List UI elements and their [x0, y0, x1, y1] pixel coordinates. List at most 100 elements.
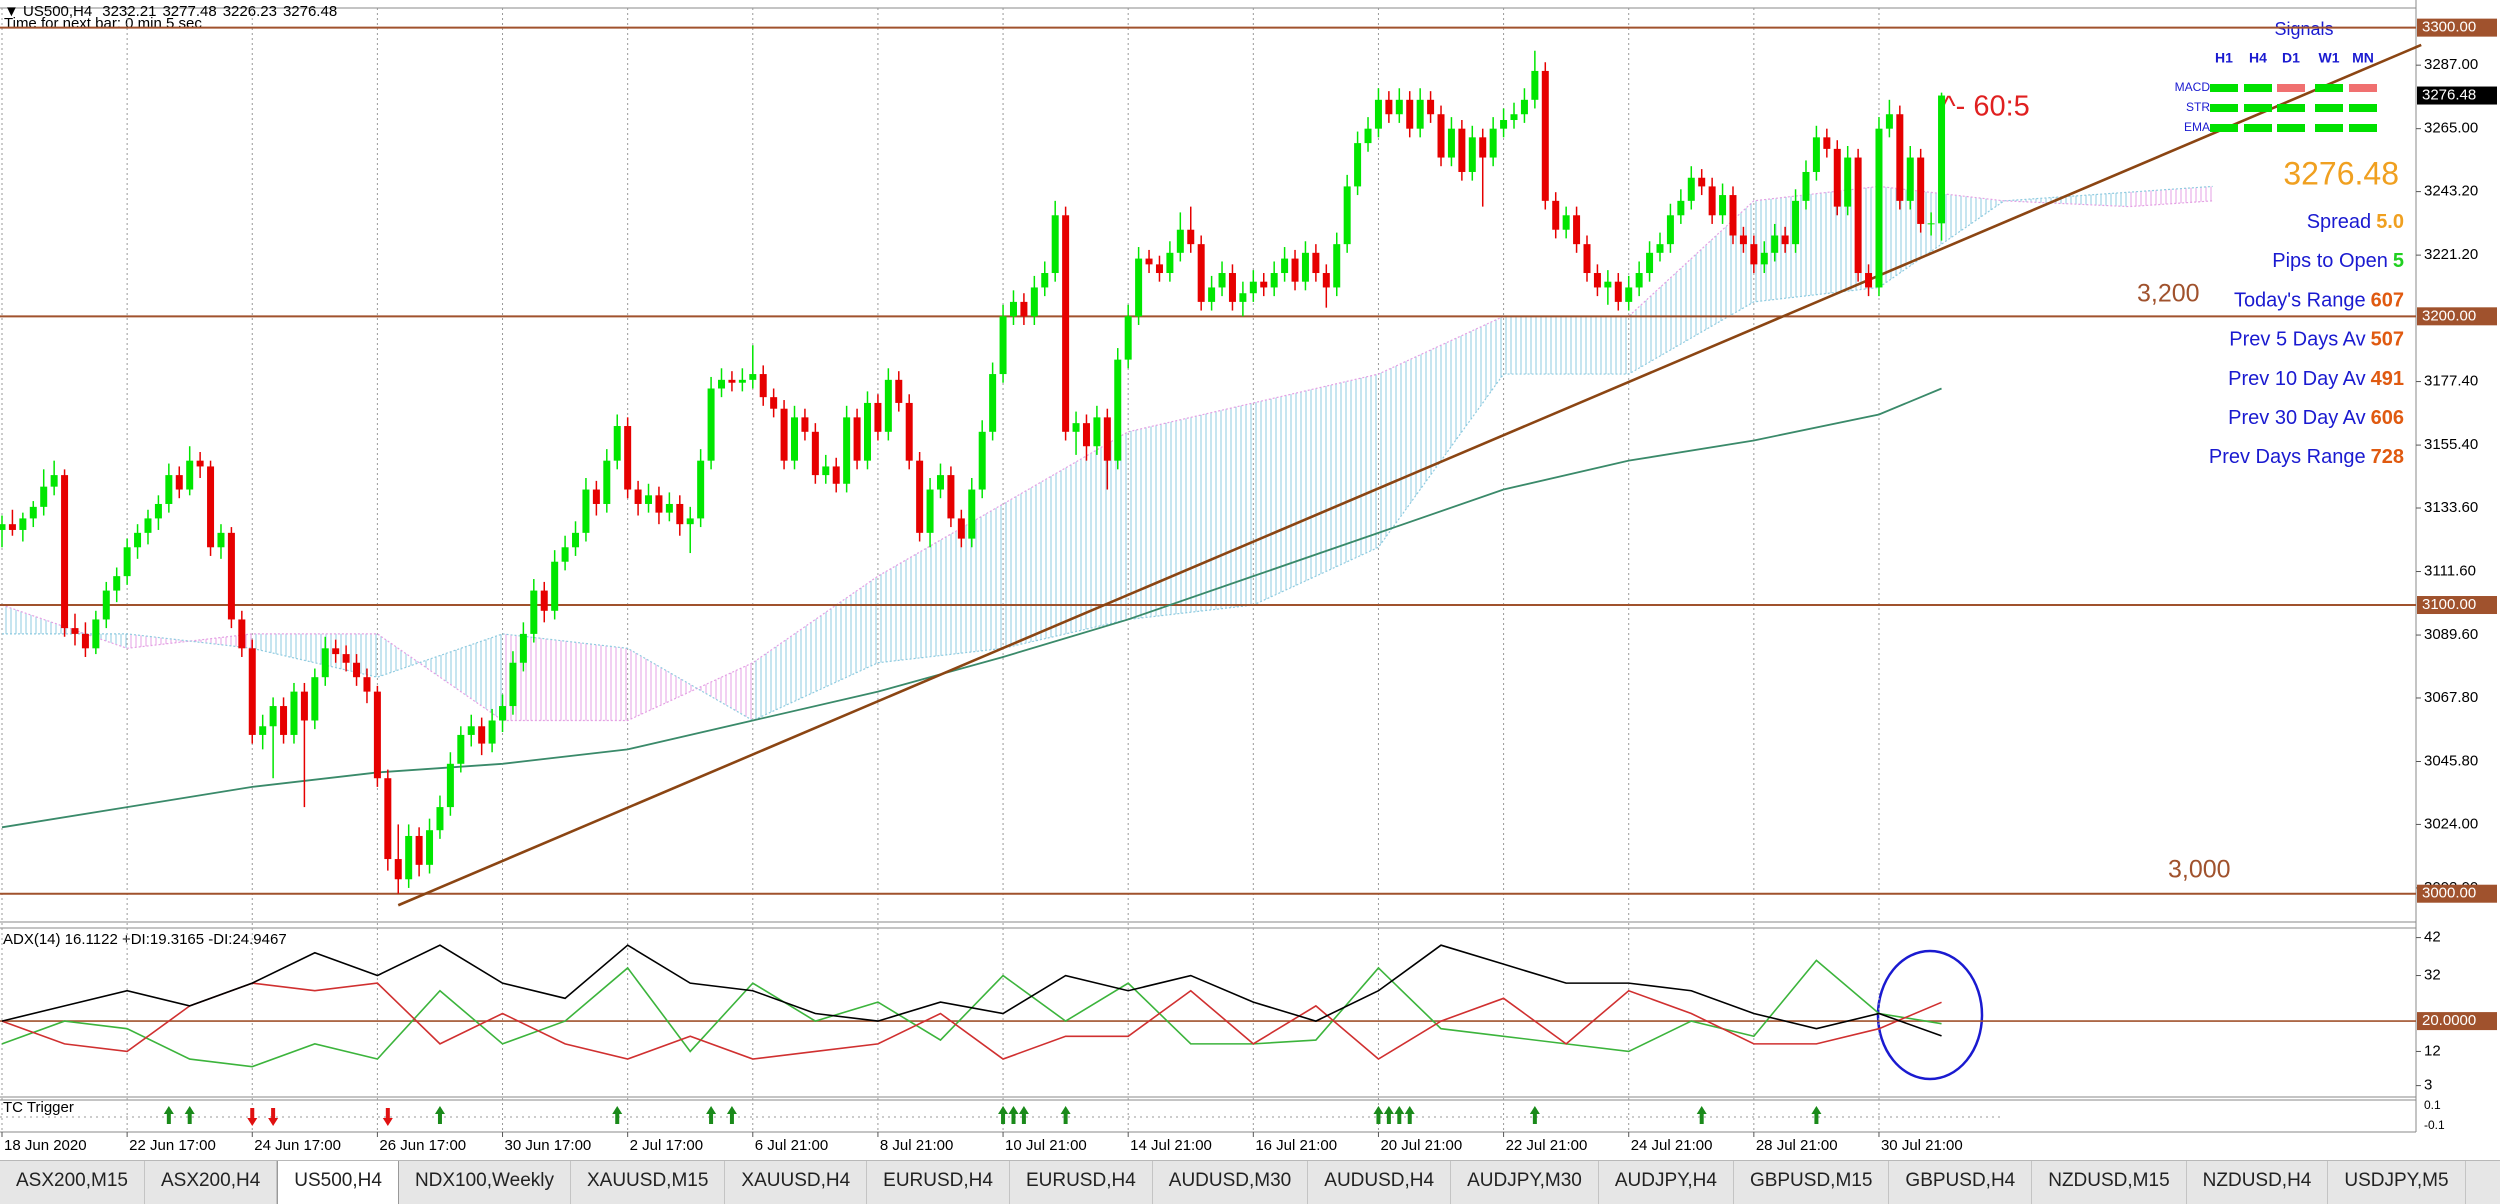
- candle-body: [1646, 252, 1654, 274]
- candle-body: [123, 547, 131, 577]
- tab[interactable]: GBPUSD,M15: [1734, 1161, 1890, 1204]
- tab[interactable]: NDX100,Weekly: [399, 1161, 571, 1204]
- y-tick-label: 3243.20: [2424, 183, 2478, 200]
- stat-label: Spread: [2307, 211, 2372, 233]
- tc-up-arrow: [184, 1106, 195, 1124]
- tab[interactable]: EURUSD,H4: [867, 1161, 1010, 1204]
- candle-body: [1562, 215, 1570, 230]
- tab[interactable]: NZDUSD,M15: [2032, 1161, 2187, 1204]
- y-tick-label: 3089.60: [2424, 626, 2478, 643]
- candle-body: [1541, 70, 1549, 201]
- candle-body: [436, 807, 444, 831]
- candle-body: [1771, 235, 1779, 253]
- x-tick-label: 2 Jul 17:00: [630, 1137, 703, 1154]
- candle-body: [1875, 128, 1883, 288]
- signal-column: MN: [2352, 50, 2374, 66]
- stat-line: Prev 5 Days Av 507: [2229, 329, 2404, 351]
- candle-body: [1677, 200, 1685, 216]
- candle-body: [1927, 223, 1935, 225]
- cloud-segment: [1253, 374, 1379, 606]
- tab[interactable]: AUDJPY,M30: [1451, 1161, 1599, 1204]
- high-value: 3277.48: [162, 3, 216, 20]
- adx-tick-label: 32: [2424, 967, 2441, 984]
- candle-body: [290, 691, 298, 735]
- moving-average: [1, 387, 1942, 829]
- candle-body: [853, 417, 861, 461]
- candle-body: [154, 503, 162, 519]
- candle-body: [645, 495, 653, 504]
- tc-label: TC Trigger: [3, 1099, 74, 1116]
- tab[interactable]: AUDJPY,H4: [1599, 1161, 1734, 1204]
- bar-timer: Time for next bar: 0 min 5 sec: [4, 15, 202, 32]
- cloud-segment: [377, 633, 503, 721]
- cloud-segment: [1378, 316, 1504, 548]
- candle-body: [874, 402, 882, 432]
- tc-up-arrow: [1373, 1106, 1384, 1124]
- candle-body: [634, 489, 642, 504]
- candle-body: [1166, 252, 1174, 274]
- tab[interactable]: XAUUSD,H4: [725, 1161, 868, 1204]
- tab[interactable]: AUDUSD,H4: [1308, 1161, 1452, 1204]
- tab[interactable]: USDJPY,M5: [2328, 1161, 2466, 1204]
- signal-bar: [2244, 104, 2272, 112]
- candle-body: [196, 460, 204, 467]
- candle-body: [1666, 215, 1674, 245]
- candle-body: [457, 734, 465, 764]
- candle-body: [1447, 128, 1455, 158]
- stat-value: 491: [2371, 368, 2404, 390]
- tab[interactable]: ASX200,M15: [0, 1161, 145, 1204]
- candle-body: [1625, 287, 1633, 302]
- x-tick-label: 6 Jul 21:00: [755, 1137, 828, 1154]
- candle-body: [947, 475, 955, 519]
- tab[interactable]: GBPUSD,H4: [1889, 1161, 2033, 1204]
- candle-body: [1917, 157, 1925, 224]
- candle-body: [1739, 235, 1747, 245]
- last-price-box: [2417, 86, 2497, 105]
- tab[interactable]: US500,H4: [277, 1161, 399, 1204]
- tc-up-arrow: [706, 1106, 717, 1124]
- candle-body: [832, 466, 840, 484]
- candle-body: [1781, 235, 1789, 245]
- current-price: 3276.48: [2283, 155, 2399, 191]
- stat-label: Today's Range: [2234, 290, 2366, 312]
- adx-level-box: [2417, 1012, 2497, 1031]
- candle-body: [697, 460, 705, 519]
- tab[interactable]: XAUUSD,M15: [571, 1161, 726, 1204]
- stat-value: 607: [2371, 290, 2404, 312]
- candle-body: [655, 495, 663, 513]
- tab[interactable]: ASX200,H4: [145, 1161, 278, 1204]
- header: ▼ US500,H4 3232.21 3277.48 3226.23 3276.48: [4, 3, 337, 20]
- candle-body: [1187, 229, 1195, 245]
- candle-body: [1364, 128, 1372, 144]
- candle-body: [791, 417, 799, 461]
- tab[interactable]: AUDUSD,M30: [1153, 1161, 1309, 1204]
- tc-down-arrow: [268, 1108, 279, 1126]
- candle-body: [1552, 200, 1560, 230]
- candle-body: [248, 648, 256, 735]
- candle-body: [1458, 128, 1466, 172]
- candle-body: [227, 532, 235, 620]
- candle-body: [707, 388, 715, 461]
- candle-body: [1343, 186, 1351, 245]
- candle-body: [1041, 273, 1049, 288]
- candle-body: [1270, 273, 1278, 288]
- candle-body: [1009, 301, 1017, 317]
- candle-body: [613, 426, 621, 461]
- tc-up-arrow: [1529, 1106, 1540, 1124]
- tc-up-arrow: [1404, 1106, 1415, 1124]
- symbol: US500,H4: [23, 3, 92, 20]
- level-label: 3000.00: [2422, 885, 2476, 902]
- adx-minus-di: [1, 982, 1942, 1061]
- last-price-label: 3276.48: [2422, 87, 2476, 104]
- stat-label: Pips to Open: [2272, 250, 2388, 272]
- candle-body: [530, 590, 538, 634]
- stat-label: Prev Days Range: [2209, 446, 2366, 468]
- tab[interactable]: EURUSD,H4: [1010, 1161, 1153, 1204]
- candle-body: [321, 648, 329, 678]
- signal-bar: [2315, 104, 2343, 112]
- x-tick-label: 8 Jul 21:00: [880, 1137, 953, 1154]
- tab[interactable]: NZDUSD,H4: [2187, 1161, 2329, 1204]
- x-tick-label: 22 Jun 17:00: [129, 1137, 216, 1154]
- candle-body: [1051, 215, 1059, 274]
- y-tick-label: 3067.80: [2424, 689, 2478, 706]
